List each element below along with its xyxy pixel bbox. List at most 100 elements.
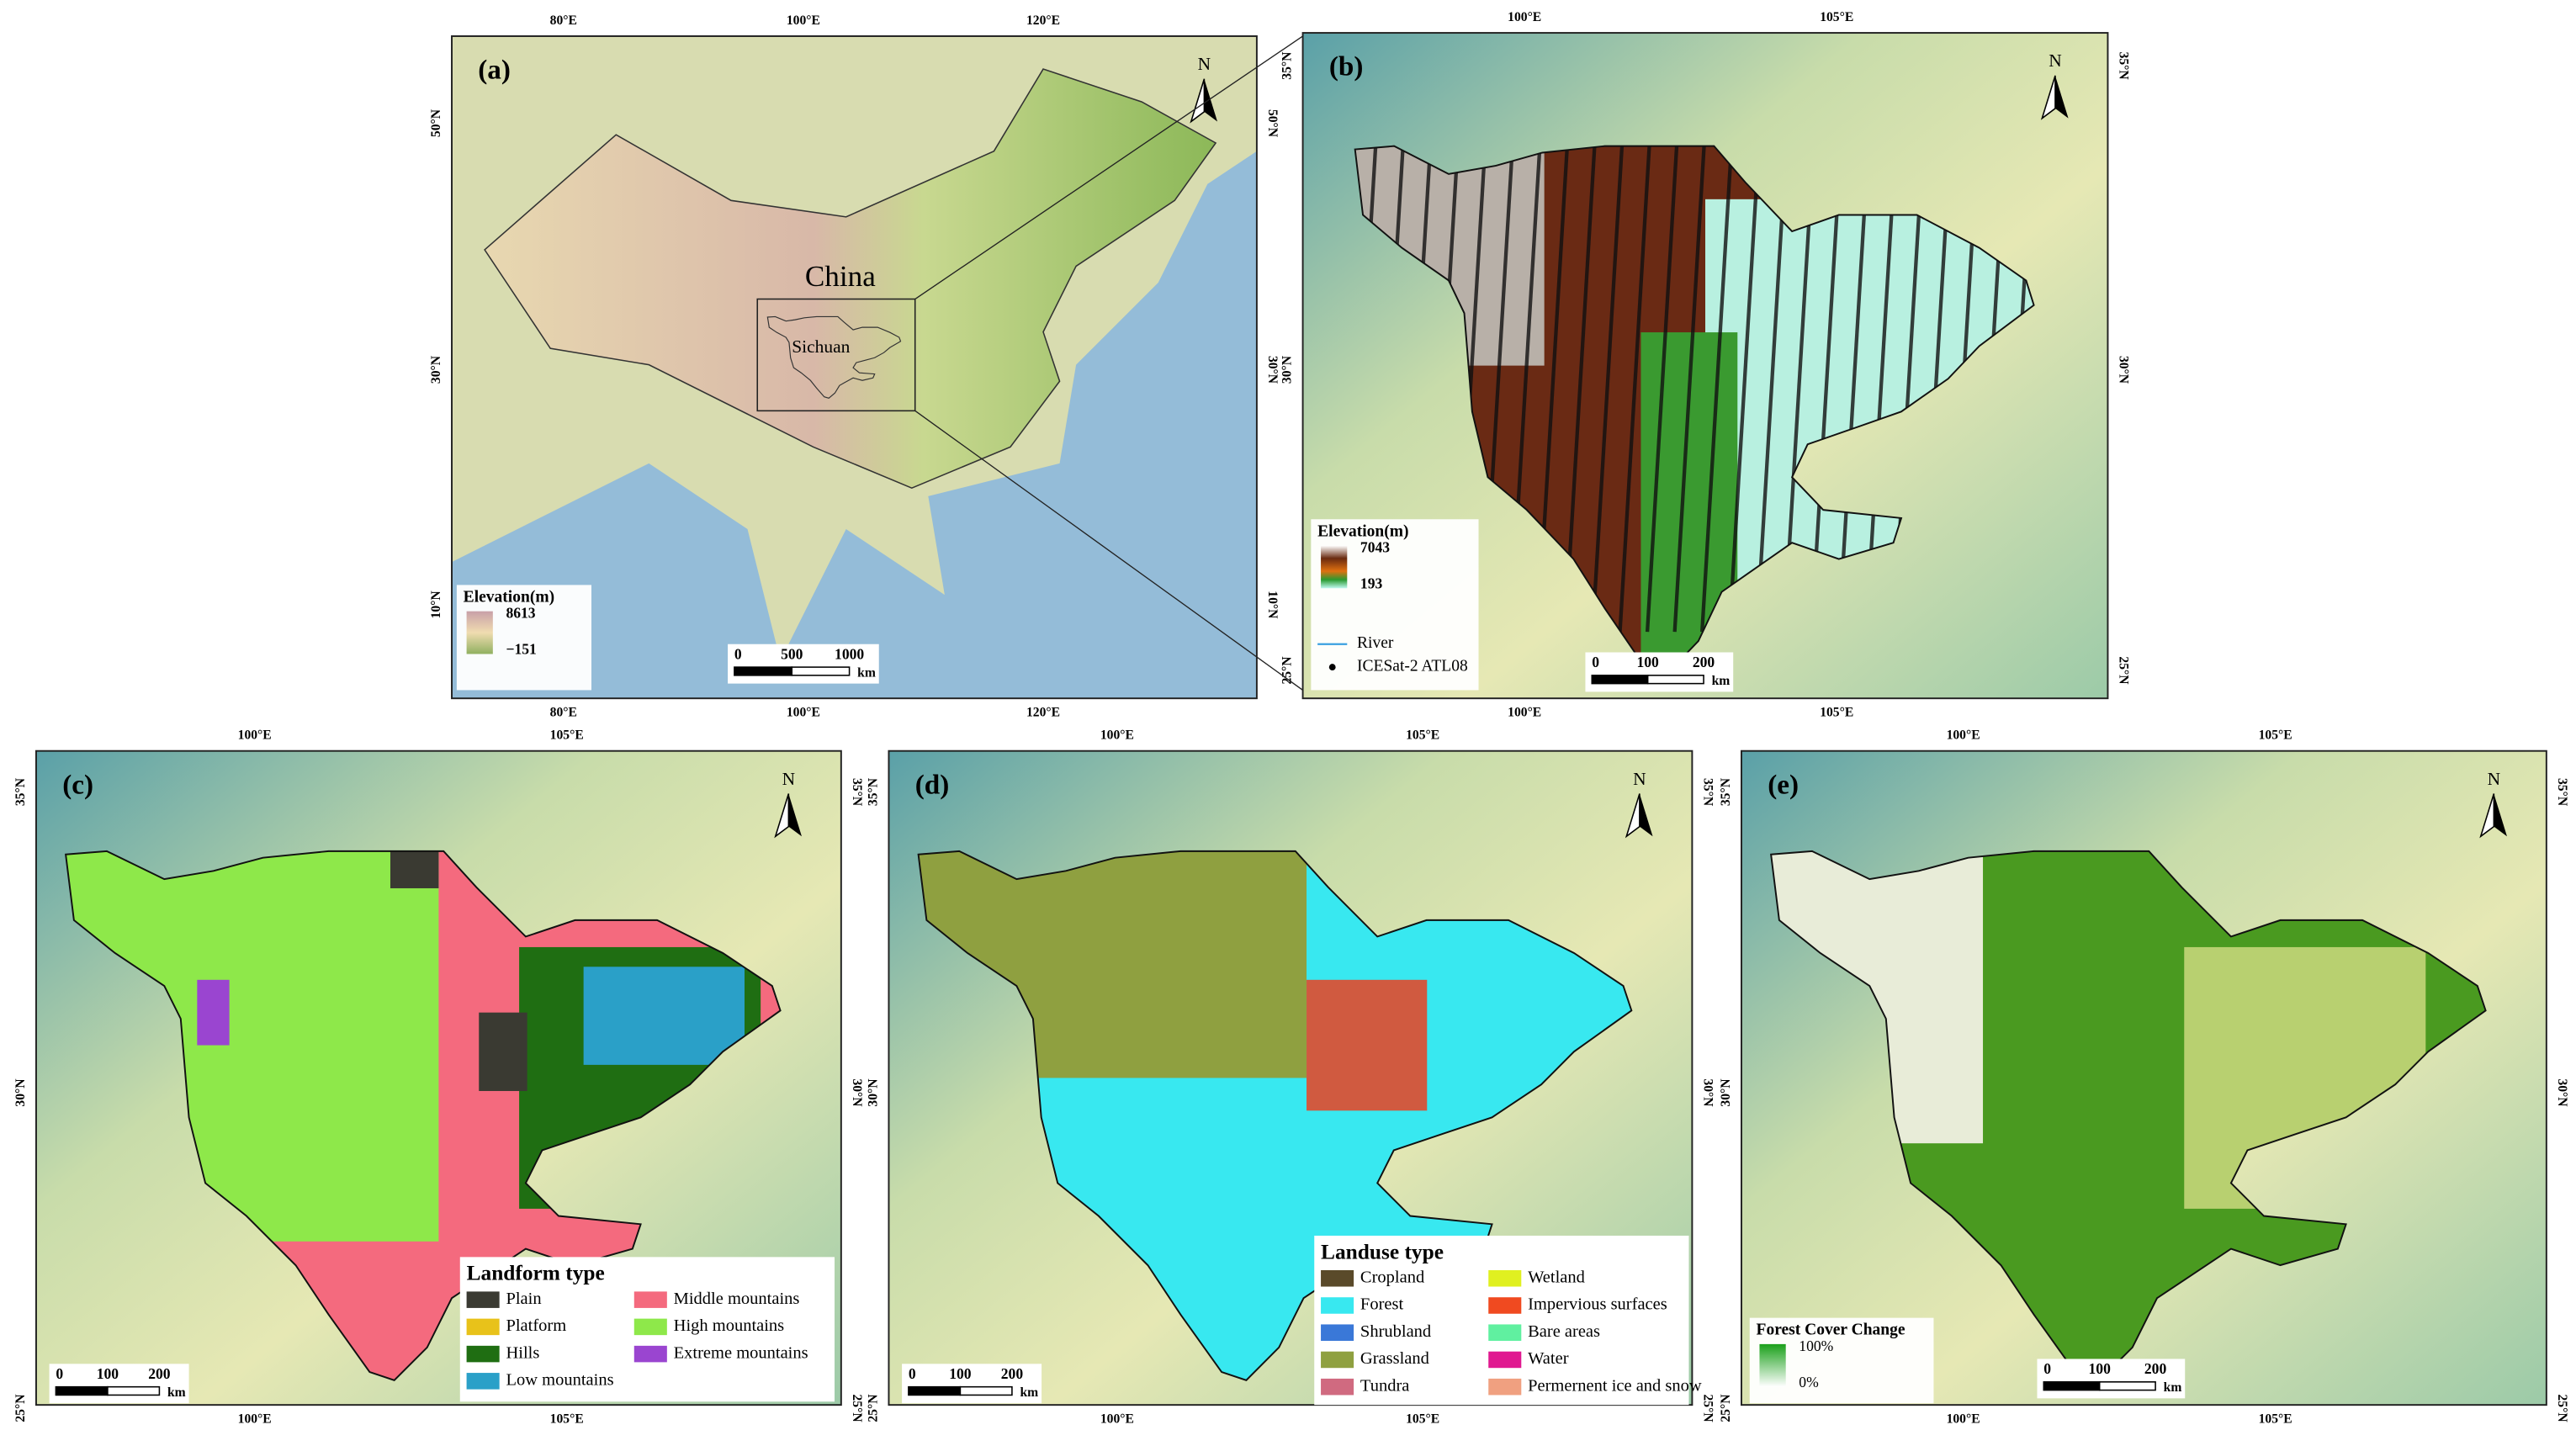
legend-swatch [1488,1269,1522,1287]
scale-segment [2098,1381,2156,1391]
region-fill [583,967,745,1065]
legend-ramp [1321,545,1348,589]
map-panel [1302,33,2108,699]
leader-line [914,35,1303,300]
legend-max: 100% [1799,1337,1833,1354]
legend-dot [1328,664,1336,670]
track [1700,146,1736,633]
legend-item-label: ICESat-2 ATL08 [1357,658,1468,675]
legend-title: Elevation(m) [464,589,554,606]
north-arrow [1190,78,1206,124]
legend-max: 7043 [1360,538,1390,555]
scale-label: 0 [1592,654,1599,670]
scale-segment [734,666,793,676]
track [1672,146,1709,633]
legend-box [1314,1235,1689,1406]
place-label: Sichuan [792,336,850,357]
scale-segment [107,1385,161,1396]
lat-tick-label: 25°N [2116,656,2130,685]
region-fill [1307,979,1428,1111]
lat-tick-label: 50°N [1265,109,1280,138]
lon-tick-label: 105°E [1406,728,1439,743]
lat-tick-label: 30°N [866,1078,880,1107]
legend-title: Landuse type [1321,1240,1444,1263]
scale-segment [1646,675,1704,685]
lat-tick-label: 25°N [866,1394,880,1422]
lat-tick-label: 30°N [2555,1078,2569,1107]
legend-item-label: Forest [1360,1295,1404,1314]
legend-swatch [466,1318,500,1336]
legend-item-label: Wetland [1528,1268,1585,1286]
panel-label: (e) [1768,769,1799,800]
scale-label: 200 [1693,654,1715,670]
lat-tick-label: 30°N [1719,1078,1733,1107]
lon-tick-label: 100°E [1508,10,1541,24]
legend-item-label: Tundra [1360,1376,1409,1395]
legend-item-label: Extreme mountains [674,1343,808,1362]
legend-item-label: Water [1528,1349,1569,1368]
scale-label: 0 [734,645,742,662]
north-arrow [2040,75,2056,120]
region-fill [479,1012,527,1091]
legend-title: Landform type [467,1262,605,1285]
lat-tick-label: 25°N [1719,1394,1733,1422]
lat-tick-label: 35°N [1280,51,1295,80]
legend-swatch [633,1318,667,1336]
lon-tick-label: 100°E [1947,728,1980,743]
lat-tick-label: 30°N [13,1078,28,1107]
scale-label: 0 [56,1365,63,1382]
scale-label: 0 [2043,1360,2051,1377]
north-label: N [1633,769,1646,789]
lat-tick-label: 50°N [429,109,443,137]
legend-title: Forest Cover Change [1757,1322,1905,1339]
lon-tick-label: 100°E [1947,1412,1980,1426]
lat-tick-label: 25°N [850,1395,864,1423]
lon-tick-label: 100°E [1508,705,1541,719]
legend-item-label: Permernent ice and snow [1528,1376,1702,1395]
region-outline [917,850,1633,1381]
panel-frame [451,34,1258,700]
lat-tick-label: 30°N [1700,1078,1715,1107]
legend-title: Elevation(m) [1317,522,1408,540]
lon-tick-label: 80°E [550,705,577,719]
lon-tick-label: 100°E [1100,728,1134,743]
scale-label: 500 [781,645,803,662]
scale-box [2037,1359,2186,1399]
place-label: China [805,260,876,293]
scale-segment [959,1385,1013,1396]
scale-unit: km [857,665,876,680]
north-arrow [2479,793,2495,839]
scale-box [728,644,879,684]
north-label: N [1198,54,1211,74]
scale-label: 100 [97,1365,119,1382]
legend-swatch [466,1291,500,1308]
lon-tick-label: 105°E [550,728,584,743]
legend-swatch [1321,1378,1354,1396]
scale-label: 200 [148,1365,171,1382]
china [484,68,1217,490]
legend-item-label: Plain [506,1290,541,1308]
north-arrow [1625,793,1640,839]
legend-swatch [466,1373,500,1390]
panel-frame [1740,749,2547,1406]
legend-item-label: River [1357,634,1394,652]
lat-tick-label: 35°N [2555,778,2569,807]
map-panel [1741,750,2547,1406]
lat-tick-label: 35°N [866,777,880,806]
panel-frame [1301,32,2109,700]
scale-label: 100 [2089,1360,2112,1377]
legend-item-label: High mountains [674,1316,785,1335]
legend-item-label: Impervious surfaces [1528,1295,1667,1314]
lat-tick-label: 30°N [1280,355,1295,384]
scale-unit: km [1020,1385,1038,1400]
legend-item-label: Shrubland [1360,1322,1431,1341]
lat-tick-label: 10°N [1265,591,1280,619]
lon-tick-label: 105°E [550,1412,584,1426]
region-outline [1354,145,2035,675]
north-arrow [774,793,790,839]
lon-tick-label: 105°E [1820,10,1853,24]
lon-tick-label: 100°E [238,1412,272,1426]
scale-unit: km [167,1385,186,1400]
panel-label: (d) [915,769,950,800]
